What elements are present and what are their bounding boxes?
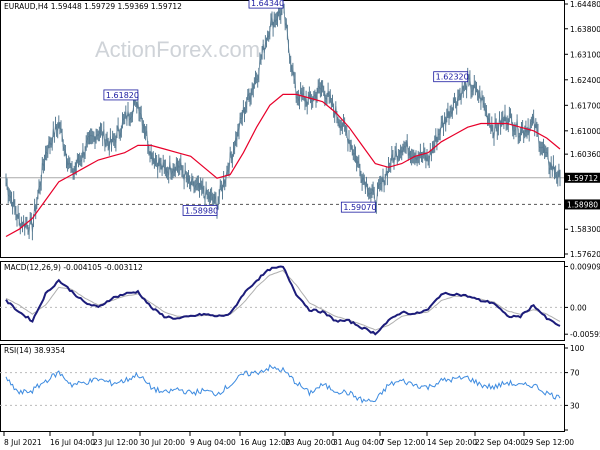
price-tick-label: 1.61000 bbox=[570, 127, 600, 136]
x-tick-label: 23 Jul 12:00 bbox=[93, 438, 138, 447]
x-tick-label: 14 Sep 20:00 bbox=[427, 438, 477, 447]
rsi-panel: RSI(14) 38.9354 100 70 30 bbox=[0, 344, 585, 432]
x-tick-label: 16 Aug 12:00 bbox=[240, 438, 291, 447]
rsi-header: RSI(14) 38.9354 bbox=[4, 346, 65, 355]
x-tick-label: 31 Aug 04:00 bbox=[333, 438, 384, 447]
price-tick-label: 1.62400 bbox=[570, 76, 600, 85]
price-tick-label: 1.61700 bbox=[570, 101, 600, 110]
macd-line bbox=[5, 265, 561, 336]
watermark: ActionForex.com bbox=[95, 37, 260, 62]
moving-average-line bbox=[5, 93, 561, 238]
rsi-tick-label: 100 bbox=[570, 344, 585, 353]
price-annotation-label: 1.58980 bbox=[185, 206, 218, 215]
price-tick-label: 1.60360 bbox=[570, 150, 600, 159]
price-annotation-box bbox=[103, 89, 139, 101]
x-tick-label: 7 Sep 12:00 bbox=[380, 438, 426, 447]
price-annotation-label: 1.59070 bbox=[343, 203, 376, 212]
macd-header: MACD(12,26,9) -0.004105 -0.003112 bbox=[4, 263, 143, 272]
x-tick-label: 8 Jul 2021 bbox=[4, 438, 42, 447]
price-annotation-box bbox=[340, 201, 376, 213]
x-tick-label: 23 Aug 20:00 bbox=[285, 438, 336, 447]
price-annotation-box bbox=[433, 71, 469, 83]
price-tick-label: 1.63800 bbox=[570, 25, 600, 34]
price-tick-label: 1.64480 bbox=[570, 0, 600, 9]
x-tick-label: 29 Sep 12:00 bbox=[524, 438, 574, 447]
current-price-label-bg bbox=[565, 172, 600, 183]
price-annotation-box bbox=[182, 205, 218, 216]
x-tick-label: 16 Jul 04:00 bbox=[50, 438, 95, 447]
x-tick-label: 22 Sep 04:00 bbox=[475, 438, 525, 447]
x-tick-label: 30 Jul 20:00 bbox=[140, 438, 185, 447]
macd-tick-label: 0.00 bbox=[570, 303, 587, 312]
support-price-label-bg bbox=[565, 199, 600, 210]
support-price-label: 1.58980 bbox=[567, 200, 598, 209]
price-annotation-box bbox=[248, 0, 284, 9]
price-tick-label: 1.58300 bbox=[570, 225, 600, 234]
macd-panel: MACD(12,26,9) -0.004105 -0.003112 0.0090… bbox=[0, 261, 600, 341]
price-panel: ActionForex.com EURAUD,H4 1.59448 1.5972… bbox=[0, 0, 600, 259]
x-tick-label: 9 Aug 04:00 bbox=[190, 438, 236, 447]
rsi-line bbox=[5, 363, 561, 404]
rsi-tick-label: 70 bbox=[570, 369, 580, 378]
price-annotation-label: 1.61820 bbox=[106, 91, 139, 100]
price-tick-label: 1.63100 bbox=[570, 50, 600, 59]
price-annotation-label: 1.64340 bbox=[251, 0, 284, 8]
price-tick-label: 1.57620 bbox=[570, 250, 600, 259]
price-annotation-label: 1.62320 bbox=[436, 73, 469, 82]
current-price-label: 1.59712 bbox=[567, 174, 598, 183]
price-header: EURAUD,H4 1.59448 1.59729 1.59369 1.5971… bbox=[4, 2, 182, 11]
macd-tick-label: 0.009094 bbox=[570, 262, 600, 271]
rsi-tick-label: 30 bbox=[570, 401, 580, 410]
macd-tick-label: -0.005956 bbox=[570, 330, 600, 339]
